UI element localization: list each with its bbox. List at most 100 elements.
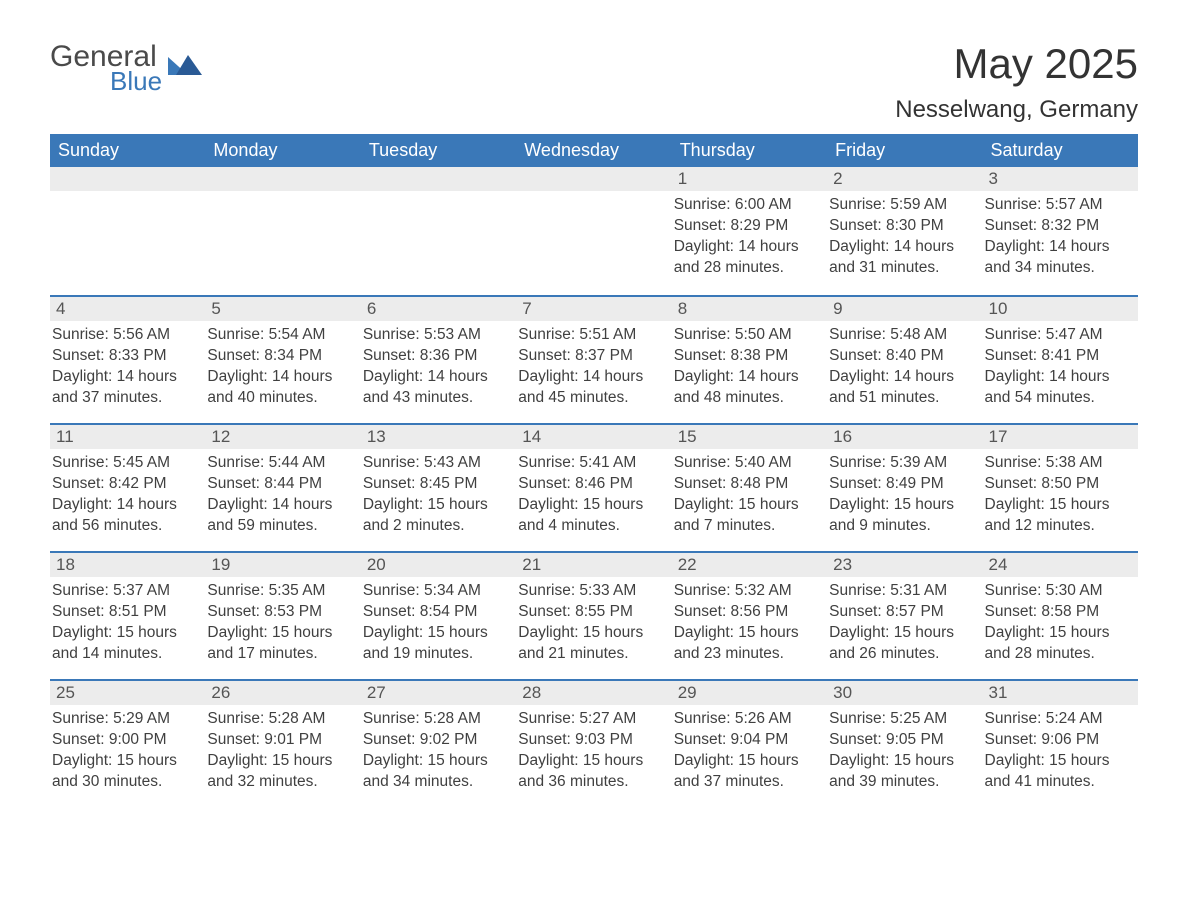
day-content: Sunrise: 5:29 AMSunset: 9:00 PMDaylight:… bbox=[50, 705, 205, 799]
day-content: Sunrise: 5:50 AMSunset: 8:38 PMDaylight:… bbox=[672, 321, 827, 415]
day-content: Sunrise: 5:48 AMSunset: 8:40 PMDaylight:… bbox=[827, 321, 982, 415]
day-content: Sunrise: 5:57 AMSunset: 8:32 PMDaylight:… bbox=[983, 191, 1138, 285]
sunset-text: Sunset: 8:49 PM bbox=[829, 474, 980, 495]
daylight-text: Daylight: 14 hours and 40 minutes. bbox=[207, 367, 358, 409]
day-cell: 19Sunrise: 5:35 AMSunset: 8:53 PMDayligh… bbox=[205, 553, 360, 679]
daylight-text: Daylight: 15 hours and 41 minutes. bbox=[985, 751, 1136, 793]
day-cell bbox=[50, 167, 205, 295]
day-cell: 29Sunrise: 5:26 AMSunset: 9:04 PMDayligh… bbox=[672, 681, 827, 807]
daylight-text: Daylight: 14 hours and 54 minutes. bbox=[985, 367, 1136, 409]
day-number bbox=[50, 167, 205, 191]
sunrise-text: Sunrise: 5:57 AM bbox=[985, 195, 1136, 216]
daylight-text: Daylight: 15 hours and 9 minutes. bbox=[829, 495, 980, 537]
week-row: 25Sunrise: 5:29 AMSunset: 9:00 PMDayligh… bbox=[50, 679, 1138, 807]
sunset-text: Sunset: 8:41 PM bbox=[985, 346, 1136, 367]
day-content: Sunrise: 5:59 AMSunset: 8:30 PMDaylight:… bbox=[827, 191, 982, 285]
day-header-friday: Friday bbox=[827, 134, 982, 167]
day-cell: 16Sunrise: 5:39 AMSunset: 8:49 PMDayligh… bbox=[827, 425, 982, 551]
daylight-text: Daylight: 15 hours and 39 minutes. bbox=[829, 751, 980, 793]
day-content: Sunrise: 5:37 AMSunset: 8:51 PMDaylight:… bbox=[50, 577, 205, 671]
daylight-text: Daylight: 15 hours and 34 minutes. bbox=[363, 751, 514, 793]
day-number: 21 bbox=[516, 553, 671, 577]
day-content: Sunrise: 5:41 AMSunset: 8:46 PMDaylight:… bbox=[516, 449, 671, 543]
day-cell: 25Sunrise: 5:29 AMSunset: 9:00 PMDayligh… bbox=[50, 681, 205, 807]
day-cell: 9Sunrise: 5:48 AMSunset: 8:40 PMDaylight… bbox=[827, 297, 982, 423]
daylight-text: Daylight: 15 hours and 23 minutes. bbox=[674, 623, 825, 665]
day-header-thursday: Thursday bbox=[672, 134, 827, 167]
sunrise-text: Sunrise: 5:28 AM bbox=[207, 709, 358, 730]
day-content bbox=[50, 191, 205, 281]
day-cell: 14Sunrise: 5:41 AMSunset: 8:46 PMDayligh… bbox=[516, 425, 671, 551]
daylight-text: Daylight: 15 hours and 36 minutes. bbox=[518, 751, 669, 793]
sunset-text: Sunset: 9:03 PM bbox=[518, 730, 669, 751]
daylight-text: Daylight: 14 hours and 28 minutes. bbox=[674, 237, 825, 279]
day-cell: 3Sunrise: 5:57 AMSunset: 8:32 PMDaylight… bbox=[983, 167, 1138, 295]
day-cell bbox=[516, 167, 671, 295]
sunrise-text: Sunrise: 5:44 AM bbox=[207, 453, 358, 474]
day-content: Sunrise: 5:27 AMSunset: 9:03 PMDaylight:… bbox=[516, 705, 671, 799]
logo: General Blue bbox=[50, 40, 202, 97]
day-number: 5 bbox=[205, 297, 360, 321]
day-cell: 21Sunrise: 5:33 AMSunset: 8:55 PMDayligh… bbox=[516, 553, 671, 679]
day-content: Sunrise: 5:28 AMSunset: 9:02 PMDaylight:… bbox=[361, 705, 516, 799]
sunset-text: Sunset: 8:58 PM bbox=[985, 602, 1136, 623]
sunrise-text: Sunrise: 5:38 AM bbox=[985, 453, 1136, 474]
day-content: Sunrise: 5:30 AMSunset: 8:58 PMDaylight:… bbox=[983, 577, 1138, 671]
day-number bbox=[205, 167, 360, 191]
week-row: 18Sunrise: 5:37 AMSunset: 8:51 PMDayligh… bbox=[50, 551, 1138, 679]
day-cell: 10Sunrise: 5:47 AMSunset: 8:41 PMDayligh… bbox=[983, 297, 1138, 423]
day-header-monday: Monday bbox=[205, 134, 360, 167]
daylight-text: Daylight: 14 hours and 59 minutes. bbox=[207, 495, 358, 537]
daylight-text: Daylight: 15 hours and 37 minutes. bbox=[674, 751, 825, 793]
day-content: Sunrise: 5:31 AMSunset: 8:57 PMDaylight:… bbox=[827, 577, 982, 671]
daylight-text: Daylight: 15 hours and 17 minutes. bbox=[207, 623, 358, 665]
week-row: 11Sunrise: 5:45 AMSunset: 8:42 PMDayligh… bbox=[50, 423, 1138, 551]
day-number: 27 bbox=[361, 681, 516, 705]
daylight-text: Daylight: 15 hours and 12 minutes. bbox=[985, 495, 1136, 537]
sunset-text: Sunset: 8:29 PM bbox=[674, 216, 825, 237]
sunset-text: Sunset: 9:05 PM bbox=[829, 730, 980, 751]
day-content: Sunrise: 5:54 AMSunset: 8:34 PMDaylight:… bbox=[205, 321, 360, 415]
day-content: Sunrise: 5:25 AMSunset: 9:05 PMDaylight:… bbox=[827, 705, 982, 799]
day-cell: 11Sunrise: 5:45 AMSunset: 8:42 PMDayligh… bbox=[50, 425, 205, 551]
day-cell: 4Sunrise: 5:56 AMSunset: 8:33 PMDaylight… bbox=[50, 297, 205, 423]
sunrise-text: Sunrise: 5:30 AM bbox=[985, 581, 1136, 602]
sunrise-text: Sunrise: 5:34 AM bbox=[363, 581, 514, 602]
day-cell: 12Sunrise: 5:44 AMSunset: 8:44 PMDayligh… bbox=[205, 425, 360, 551]
week-row: 1Sunrise: 6:00 AMSunset: 8:29 PMDaylight… bbox=[50, 167, 1138, 295]
day-header-row: Sunday Monday Tuesday Wednesday Thursday… bbox=[50, 134, 1138, 167]
daylight-text: Daylight: 15 hours and 30 minutes. bbox=[52, 751, 203, 793]
sunset-text: Sunset: 8:33 PM bbox=[52, 346, 203, 367]
sunrise-text: Sunrise: 5:45 AM bbox=[52, 453, 203, 474]
day-content: Sunrise: 5:40 AMSunset: 8:48 PMDaylight:… bbox=[672, 449, 827, 543]
sunrise-text: Sunrise: 5:43 AM bbox=[363, 453, 514, 474]
sunrise-text: Sunrise: 5:35 AM bbox=[207, 581, 358, 602]
sunset-text: Sunset: 8:48 PM bbox=[674, 474, 825, 495]
day-content: Sunrise: 5:26 AMSunset: 9:04 PMDaylight:… bbox=[672, 705, 827, 799]
day-number: 12 bbox=[205, 425, 360, 449]
daylight-text: Daylight: 15 hours and 28 minutes. bbox=[985, 623, 1136, 665]
day-cell: 22Sunrise: 5:32 AMSunset: 8:56 PMDayligh… bbox=[672, 553, 827, 679]
day-header-saturday: Saturday bbox=[983, 134, 1138, 167]
location-label: Nesselwang, Germany bbox=[895, 96, 1138, 124]
day-number: 2 bbox=[827, 167, 982, 191]
logo-blue-text: Blue bbox=[110, 66, 162, 97]
day-number: 7 bbox=[516, 297, 671, 321]
sunrise-text: Sunrise: 5:47 AM bbox=[985, 325, 1136, 346]
day-number: 15 bbox=[672, 425, 827, 449]
sunrise-text: Sunrise: 5:50 AM bbox=[674, 325, 825, 346]
week-row: 4Sunrise: 5:56 AMSunset: 8:33 PMDaylight… bbox=[50, 295, 1138, 423]
day-number: 31 bbox=[983, 681, 1138, 705]
day-content: Sunrise: 5:35 AMSunset: 8:53 PMDaylight:… bbox=[205, 577, 360, 671]
sunset-text: Sunset: 8:50 PM bbox=[985, 474, 1136, 495]
sunrise-text: Sunrise: 5:27 AM bbox=[518, 709, 669, 730]
daylight-text: Daylight: 14 hours and 51 minutes. bbox=[829, 367, 980, 409]
day-cell: 18Sunrise: 5:37 AMSunset: 8:51 PMDayligh… bbox=[50, 553, 205, 679]
day-number: 28 bbox=[516, 681, 671, 705]
day-number: 3 bbox=[983, 167, 1138, 191]
month-title: May 2025 bbox=[895, 40, 1138, 88]
sunrise-text: Sunrise: 5:56 AM bbox=[52, 325, 203, 346]
daylight-text: Daylight: 14 hours and 34 minutes. bbox=[985, 237, 1136, 279]
day-number: 20 bbox=[361, 553, 516, 577]
sunset-text: Sunset: 8:46 PM bbox=[518, 474, 669, 495]
